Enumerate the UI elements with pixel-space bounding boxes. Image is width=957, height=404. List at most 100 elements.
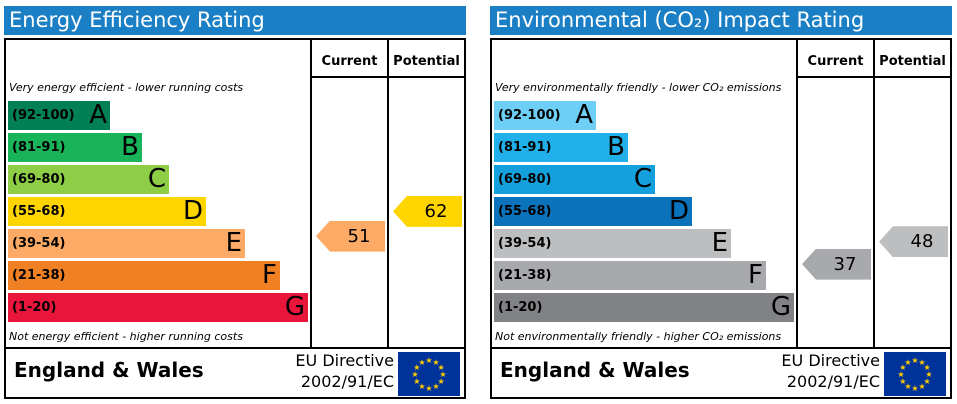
bottom-note: Not energy efficient - higher running co…	[9, 330, 243, 343]
band-range-label: (21-38)	[498, 268, 552, 283]
svg-text:★: ★	[911, 356, 918, 365]
rating-band-b: (81-91) B	[8, 133, 142, 162]
svg-text:★: ★	[925, 370, 932, 379]
svg-text:★: ★	[918, 358, 925, 367]
band-range-label: (69-80)	[498, 172, 552, 187]
panel-title: Environmental (CO₂) Impact Rating	[490, 6, 952, 35]
svg-text:★: ★	[439, 370, 446, 379]
panel-body: Current Potential Very environmentally fri…	[490, 38, 952, 399]
svg-text:★: ★	[438, 377, 445, 386]
svg-text:★: ★	[924, 377, 931, 386]
eu-flag-icon: ★ ★ ★ ★ ★ ★ ★ ★ ★ ★ ★ ★	[884, 352, 946, 396]
current-rating-arrow: 37	[802, 248, 871, 280]
eu-flag-icon: ★ ★ ★ ★ ★ ★ ★ ★ ★ ★ ★ ★	[398, 352, 460, 396]
band-range-label: (55-68)	[498, 204, 552, 219]
header-divider	[310, 76, 464, 78]
band-range-label: (39-54)	[12, 236, 66, 251]
band-letter: C	[147, 164, 166, 194]
svg-text:★: ★	[425, 384, 432, 393]
svg-text:★: ★	[432, 358, 439, 367]
column-divider	[310, 40, 312, 349]
svg-text:★: ★	[418, 382, 425, 391]
rating-band-e: (39-54) E	[494, 229, 731, 258]
panel-title: Energy Efficiency Rating	[4, 6, 466, 35]
bottom-note: Not environmentally friendly - higher CO…	[495, 330, 782, 343]
band-letter: B	[121, 132, 139, 162]
svg-text:★: ★	[413, 363, 420, 372]
band-range-label: (55-68)	[12, 204, 66, 219]
band-letter: A	[89, 100, 107, 130]
band-letter: E	[711, 228, 728, 258]
potential-rating-value: 62	[424, 200, 448, 222]
band-range-label: (69-80)	[12, 172, 66, 187]
column-header-potential: Potential	[879, 53, 946, 69]
band-letter: E	[225, 228, 242, 258]
top-note: Very energy efficient - lower running co…	[9, 81, 244, 94]
current-rating-value: 37	[833, 253, 857, 275]
rating-band-g: (1-20) G	[494, 293, 794, 322]
directive-line-2: 2002/91/EC	[300, 372, 394, 391]
band-letter: C	[633, 164, 652, 194]
footer-directive: EU Directive 2002/91/EC	[768, 350, 880, 392]
svg-text:★: ★	[899, 363, 906, 372]
svg-text:★: ★	[438, 363, 445, 372]
column-divider	[387, 40, 389, 349]
footer-country: England & Wales	[500, 358, 690, 382]
rating-band-a: (92-100) A	[8, 101, 110, 130]
footer-directive: EU Directive 2002/91/EC	[282, 350, 394, 392]
environmental-impact-panel: Environmental (CO₂) Impact Rating Current…	[490, 6, 952, 399]
rating-band-g: (1-20) G	[8, 293, 308, 322]
band-range-label: (21-38)	[12, 268, 66, 283]
directive-line-2: 2002/91/EC	[786, 372, 880, 391]
potential-rating-arrow: 62	[393, 195, 462, 227]
svg-text:★: ★	[432, 382, 439, 391]
svg-text:★: ★	[897, 370, 904, 379]
eu-stars-icon: ★ ★★★★★★★★★★★	[411, 356, 446, 393]
band-letter: D	[182, 196, 203, 226]
footer-country: England & Wales	[14, 358, 204, 382]
svg-text:★: ★	[413, 377, 420, 386]
svg-text:★: ★	[911, 384, 918, 393]
svg-text:★: ★	[904, 382, 911, 391]
potential-rating-value: 48	[910, 231, 934, 253]
svg-text:★: ★	[425, 356, 432, 365]
rating-band-f: (21-38) F	[494, 261, 766, 290]
column-header-potential: Potential	[393, 53, 460, 69]
current-rating-arrow: 51	[316, 220, 385, 252]
footer-divider	[492, 347, 950, 349]
directive-line-1: EU Directive	[781, 351, 880, 370]
footer-divider	[6, 347, 464, 349]
band-letter: F	[748, 260, 763, 290]
rating-band-d: (55-68) D	[494, 197, 692, 226]
rating-band-b: (81-91) B	[494, 133, 628, 162]
svg-text:★: ★	[924, 363, 931, 372]
eu-stars-icon: ★ ★★★★★★★★★★★	[897, 356, 932, 393]
band-range-label: (1-20)	[498, 300, 543, 315]
svg-text:★: ★	[918, 382, 925, 391]
column-divider	[796, 40, 798, 349]
column-header-current: Current	[807, 53, 864, 69]
rating-band-c: (69-80) C	[494, 165, 655, 194]
rating-band-a: (92-100) A	[494, 101, 596, 130]
band-letter: B	[607, 132, 625, 162]
band-range-label: (1-20)	[12, 300, 57, 315]
band-letter: A	[575, 100, 593, 130]
energy-efficiency-panel: Energy Efficiency Rating Current Potential…	[4, 6, 466, 399]
rating-band-c: (69-80) C	[8, 165, 169, 194]
header-divider	[796, 76, 950, 78]
band-range-label: (92-100)	[498, 108, 561, 123]
column-header-current: Current	[321, 53, 378, 69]
current-rating-value: 51	[347, 225, 371, 247]
band-range-label: (81-91)	[498, 140, 552, 155]
top-note: Very environmentally friendly - lower CO…	[495, 81, 782, 94]
band-range-label: (39-54)	[498, 236, 552, 251]
potential-rating-arrow: 48	[879, 226, 948, 258]
column-divider	[873, 40, 875, 349]
svg-text:★: ★	[899, 377, 906, 386]
svg-text:★: ★	[418, 358, 425, 367]
band-letter: F	[262, 260, 277, 290]
band-range-label: (81-91)	[12, 140, 66, 155]
band-letter: G	[770, 292, 791, 322]
band-letter: D	[668, 196, 689, 226]
band-letter: G	[284, 292, 305, 322]
